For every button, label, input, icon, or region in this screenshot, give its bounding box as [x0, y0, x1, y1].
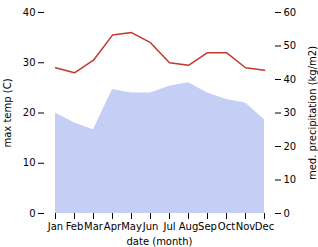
- svg-text:20: 20: [23, 107, 36, 118]
- svg-text:Dec: Dec: [255, 221, 274, 232]
- svg-text:50: 50: [284, 40, 297, 51]
- svg-text:max temp (C): max temp (C): [2, 78, 13, 147]
- svg-text:40: 40: [23, 7, 36, 18]
- svg-text:Oct: Oct: [218, 221, 235, 232]
- svg-text:med. precipitation (kg/m2): med. precipitation (kg/m2): [307, 46, 318, 180]
- svg-text:10: 10: [23, 157, 36, 168]
- svg-text:0: 0: [284, 208, 290, 219]
- svg-text:Jun: Jun: [142, 221, 159, 232]
- svg-text:Nov: Nov: [236, 221, 256, 232]
- svg-text:10: 10: [284, 174, 297, 185]
- svg-text:0: 0: [29, 208, 35, 219]
- svg-text:20: 20: [284, 141, 297, 152]
- svg-text:Apr: Apr: [104, 221, 122, 232]
- svg-text:30: 30: [23, 57, 36, 68]
- svg-text:Feb: Feb: [66, 221, 84, 232]
- svg-text:60: 60: [284, 7, 297, 18]
- svg-text:Jul: Jul: [162, 221, 175, 232]
- svg-text:Sep: Sep: [198, 221, 217, 232]
- svg-text:40: 40: [284, 74, 297, 85]
- svg-text:Aug: Aug: [179, 221, 199, 232]
- svg-text:Mar: Mar: [84, 221, 104, 232]
- svg-text:May: May: [121, 221, 142, 232]
- svg-text:Jan: Jan: [47, 221, 63, 232]
- svg-text:date (month): date (month): [127, 236, 193, 247]
- svg-text:30: 30: [284, 107, 297, 118]
